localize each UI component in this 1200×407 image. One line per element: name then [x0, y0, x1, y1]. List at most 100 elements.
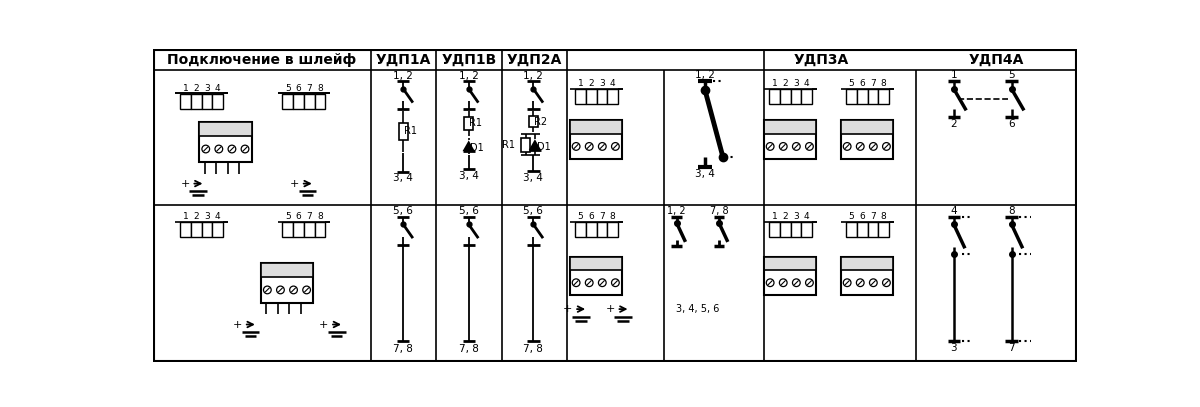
Text: 7: 7 [306, 212, 312, 221]
Bar [304, 222, 314, 238]
Bar [763, 120, 816, 134]
Text: 1: 1 [182, 212, 188, 221]
Bar [293, 222, 304, 238]
Text: 5: 5 [284, 83, 290, 93]
Bar [802, 89, 812, 104]
Text: 1, 2: 1, 2 [523, 71, 544, 81]
Bar [586, 222, 596, 238]
Bar [260, 263, 313, 277]
Text: 5, 6: 5, 6 [394, 206, 413, 216]
Bar [529, 116, 538, 127]
Text: 7: 7 [870, 79, 876, 88]
Bar [769, 89, 780, 104]
Text: 3, 4, 5, 6: 3, 4, 5, 6 [676, 304, 720, 314]
Text: 2: 2 [782, 212, 788, 221]
Text: 5, 6: 5, 6 [458, 206, 479, 216]
Bar [841, 257, 893, 295]
Bar [570, 120, 622, 134]
Text: 4: 4 [804, 79, 810, 88]
Text: +: + [290, 179, 299, 188]
Text: +: + [606, 304, 616, 314]
Bar [857, 89, 868, 104]
Bar [763, 257, 816, 295]
Text: R1: R1 [469, 118, 482, 129]
Text: 5: 5 [577, 212, 583, 221]
Bar [607, 89, 618, 104]
Text: 8: 8 [1008, 206, 1015, 216]
Bar [780, 222, 791, 238]
Bar [846, 222, 857, 238]
Bar [202, 222, 212, 238]
Bar [202, 94, 212, 109]
Bar [780, 89, 791, 104]
Text: +: + [563, 304, 572, 314]
Text: 5: 5 [1008, 70, 1015, 80]
Bar [199, 122, 252, 136]
Text: УДП2А: УДП2А [506, 53, 563, 67]
Bar [596, 89, 607, 104]
Text: 8: 8 [317, 83, 323, 93]
Text: 7, 8: 7, 8 [523, 344, 544, 354]
Text: 1: 1 [182, 83, 188, 93]
Bar [180, 222, 191, 238]
Text: 7: 7 [599, 212, 605, 221]
Text: 7: 7 [306, 83, 312, 93]
Bar [575, 222, 586, 238]
Bar [868, 89, 878, 104]
Bar [304, 94, 314, 109]
Bar [570, 120, 622, 159]
Text: 2: 2 [193, 83, 199, 93]
Text: 3, 4: 3, 4 [695, 169, 715, 179]
Text: 3: 3 [793, 212, 799, 221]
Text: 6: 6 [588, 212, 594, 221]
Text: 3: 3 [204, 83, 210, 93]
Bar [791, 222, 802, 238]
Text: 4: 4 [610, 79, 616, 88]
Text: 3: 3 [204, 212, 210, 221]
Bar [841, 120, 893, 159]
Bar [282, 222, 293, 238]
Text: 5: 5 [284, 212, 290, 221]
Text: 8: 8 [881, 212, 887, 221]
Text: 3: 3 [950, 344, 958, 353]
Text: 2: 2 [782, 79, 788, 88]
Text: 3, 4: 3, 4 [458, 171, 479, 181]
Bar [464, 117, 473, 130]
Text: 7, 8: 7, 8 [458, 344, 479, 354]
Text: +: + [233, 319, 242, 330]
Bar [314, 222, 325, 238]
Text: R1: R1 [502, 140, 515, 150]
Bar [769, 222, 780, 238]
Text: 1: 1 [577, 79, 583, 88]
Text: УДП1В: УДП1В [442, 53, 497, 67]
Bar [570, 257, 622, 270]
Text: 4: 4 [950, 206, 958, 216]
Text: R2: R2 [534, 116, 547, 127]
Text: 2: 2 [193, 212, 199, 221]
Bar [398, 123, 408, 140]
Bar [282, 94, 293, 109]
Text: 3, 4: 3, 4 [394, 173, 413, 184]
Text: 2: 2 [588, 79, 594, 88]
Text: 5: 5 [848, 212, 854, 221]
Bar [878, 89, 889, 104]
Text: 7, 8: 7, 8 [709, 206, 728, 216]
Bar [570, 257, 622, 295]
Text: 1, 2: 1, 2 [695, 70, 715, 80]
Text: УДП4А: УДП4А [968, 53, 1024, 67]
Bar [857, 222, 868, 238]
Text: 1: 1 [950, 70, 958, 80]
Text: D1: D1 [470, 143, 484, 153]
Text: 4: 4 [215, 212, 221, 221]
Text: 7: 7 [1008, 344, 1015, 353]
Text: 3: 3 [599, 79, 605, 88]
Text: 7, 8: 7, 8 [394, 344, 413, 354]
Text: 6: 6 [859, 79, 865, 88]
Bar [841, 257, 893, 270]
Bar [868, 222, 878, 238]
Text: 1: 1 [772, 79, 778, 88]
Bar [180, 94, 191, 109]
Bar [191, 222, 202, 238]
Text: 8: 8 [881, 79, 887, 88]
Text: 3: 3 [793, 79, 799, 88]
